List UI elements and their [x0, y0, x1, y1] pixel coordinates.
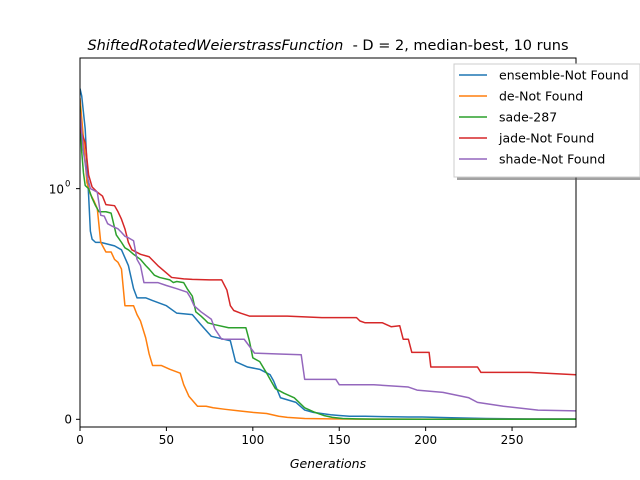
chart-title-italic: ShiftedRotatedWeierstrassFunction [87, 38, 343, 54]
chart-title-rest: - D = 2, median-best, 10 runs [343, 38, 568, 54]
legend-label-0: ensemble-Not Found [499, 68, 629, 83]
legend-label-4: shade-Not Found [499, 152, 605, 167]
x-axis-label: Generations [290, 456, 367, 471]
x-tick-label-2: 100 [241, 433, 264, 447]
chart-title: ShiftedRotatedWeierstrassFunction - D = … [87, 38, 568, 54]
x-tick-label-4: 200 [414, 433, 437, 447]
legend-label-3: jade-Not Found [498, 131, 594, 146]
legend: ensemble-Not Found de-Not Found sade-287 ja… [453, 63, 640, 180]
x-tick-label-3: 150 [328, 433, 351, 447]
y-axis-ticks: 010 0 [49, 180, 80, 426]
series-line-1 [80, 98, 576, 420]
y-tick-label-0: 0 [64, 412, 72, 426]
y-tick-exponent-1: 0 [65, 180, 70, 190]
axes-frame [79, 57, 577, 428]
series-line-2 [80, 105, 576, 420]
legend-label-1: de-Not Found [499, 89, 583, 104]
plot-area [80, 88, 576, 420]
x-axis-ticks: 0 50 100 150 200 250 [76, 427, 524, 447]
y-tick-label-1: 10 [49, 183, 64, 197]
series-line-4 [80, 111, 576, 412]
legend-label-2: sade-287 [499, 110, 557, 125]
legend-box [453, 63, 640, 178]
series-line-3 [80, 128, 576, 376]
x-tick-label-1: 50 [159, 433, 174, 447]
x-tick-label-0: 0 [76, 433, 84, 447]
x-tick-label-5: 250 [501, 433, 524, 447]
